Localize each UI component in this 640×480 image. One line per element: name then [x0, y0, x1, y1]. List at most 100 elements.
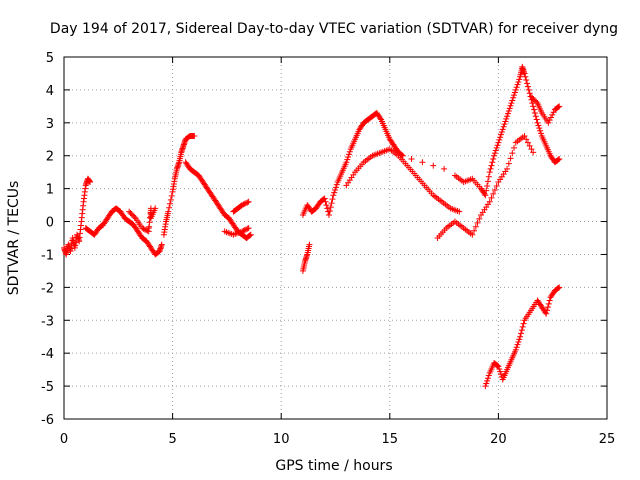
data-point [489, 159, 496, 166]
data-point [246, 232, 253, 239]
data-point [526, 142, 533, 149]
x-tick-label: 20 [490, 432, 507, 447]
data-point [244, 199, 251, 206]
data-point [145, 225, 152, 232]
data-point [244, 225, 251, 232]
data-point [240, 201, 247, 208]
data-point [484, 183, 491, 190]
data-point [532, 113, 539, 120]
y-tick-label: 2 [46, 150, 54, 165]
y-tick-label: 1 [46, 183, 54, 198]
x-tick-label: 0 [60, 432, 68, 447]
data-point [485, 173, 492, 180]
data-point [325, 211, 332, 218]
data-point [494, 362, 501, 369]
y-tick-label: -3 [41, 314, 54, 329]
data-point [508, 100, 515, 107]
data-point [529, 100, 536, 107]
data-point [496, 365, 503, 372]
data-point [510, 94, 517, 101]
data-point [344, 156, 351, 163]
data-point [326, 208, 333, 215]
data-point [247, 231, 254, 238]
data-point [524, 83, 531, 90]
data-point [549, 111, 556, 118]
data-point [241, 200, 248, 207]
data-point [515, 338, 522, 345]
data-point [546, 297, 553, 304]
data-point [240, 227, 247, 234]
data-point [245, 198, 252, 205]
data-point [516, 336, 523, 343]
data-point [500, 123, 507, 130]
data-point [469, 231, 476, 238]
data-point [487, 165, 494, 172]
y-tick-label: 3 [46, 117, 54, 132]
data-point [503, 115, 510, 122]
data-point [517, 333, 524, 340]
data-point [521, 132, 528, 139]
data-point [330, 192, 337, 199]
data-point [126, 208, 133, 215]
data-point [518, 327, 525, 334]
data-point [158, 241, 165, 248]
data-point [533, 98, 540, 105]
data-point [523, 136, 530, 143]
data-point [346, 148, 353, 155]
y-tick-label: 5 [46, 51, 54, 66]
data-point [488, 194, 495, 201]
data-point [527, 93, 534, 100]
data-point [332, 184, 339, 191]
data-point [486, 198, 493, 205]
data-point [531, 106, 538, 113]
data-point [497, 368, 504, 375]
data-point [243, 200, 250, 207]
data-point [546, 117, 553, 124]
data-point [493, 144, 500, 151]
data-point [168, 192, 175, 199]
data-point [533, 116, 540, 123]
data-point [498, 129, 505, 136]
data-point [491, 152, 498, 159]
data-point [167, 196, 174, 203]
data-point [152, 205, 159, 212]
data-point [537, 130, 544, 137]
data-point [547, 114, 554, 121]
data-point [87, 179, 94, 186]
data-point [528, 146, 535, 153]
data-point [544, 304, 551, 311]
y-tick-label: -2 [41, 281, 54, 296]
data-point [331, 189, 338, 196]
data-point [521, 70, 528, 77]
data-point [498, 371, 505, 378]
data-point [512, 86, 519, 93]
data-point [550, 109, 557, 116]
data-point [506, 105, 513, 112]
data-point [482, 192, 489, 199]
data-point [472, 223, 479, 230]
data-point [524, 80, 531, 87]
data-point [166, 200, 173, 207]
data-point [511, 92, 518, 99]
data-point [515, 79, 522, 86]
data-point [141, 226, 148, 233]
y-tick-label: -4 [41, 347, 54, 362]
data-point [504, 110, 511, 117]
data-point [556, 103, 563, 110]
data-point [483, 380, 490, 387]
data-point [321, 195, 328, 202]
data-point [517, 330, 524, 337]
data-point [495, 363, 502, 370]
data-point [502, 118, 509, 125]
data-point [332, 186, 339, 193]
data-point [345, 154, 352, 161]
plot-frame [63, 56, 608, 420]
data-point [519, 323, 526, 330]
data-point [327, 204, 334, 211]
data-point [555, 285, 562, 292]
data-point [241, 227, 248, 234]
data-point [494, 142, 501, 149]
data-point [498, 131, 505, 138]
data-point [191, 132, 198, 139]
